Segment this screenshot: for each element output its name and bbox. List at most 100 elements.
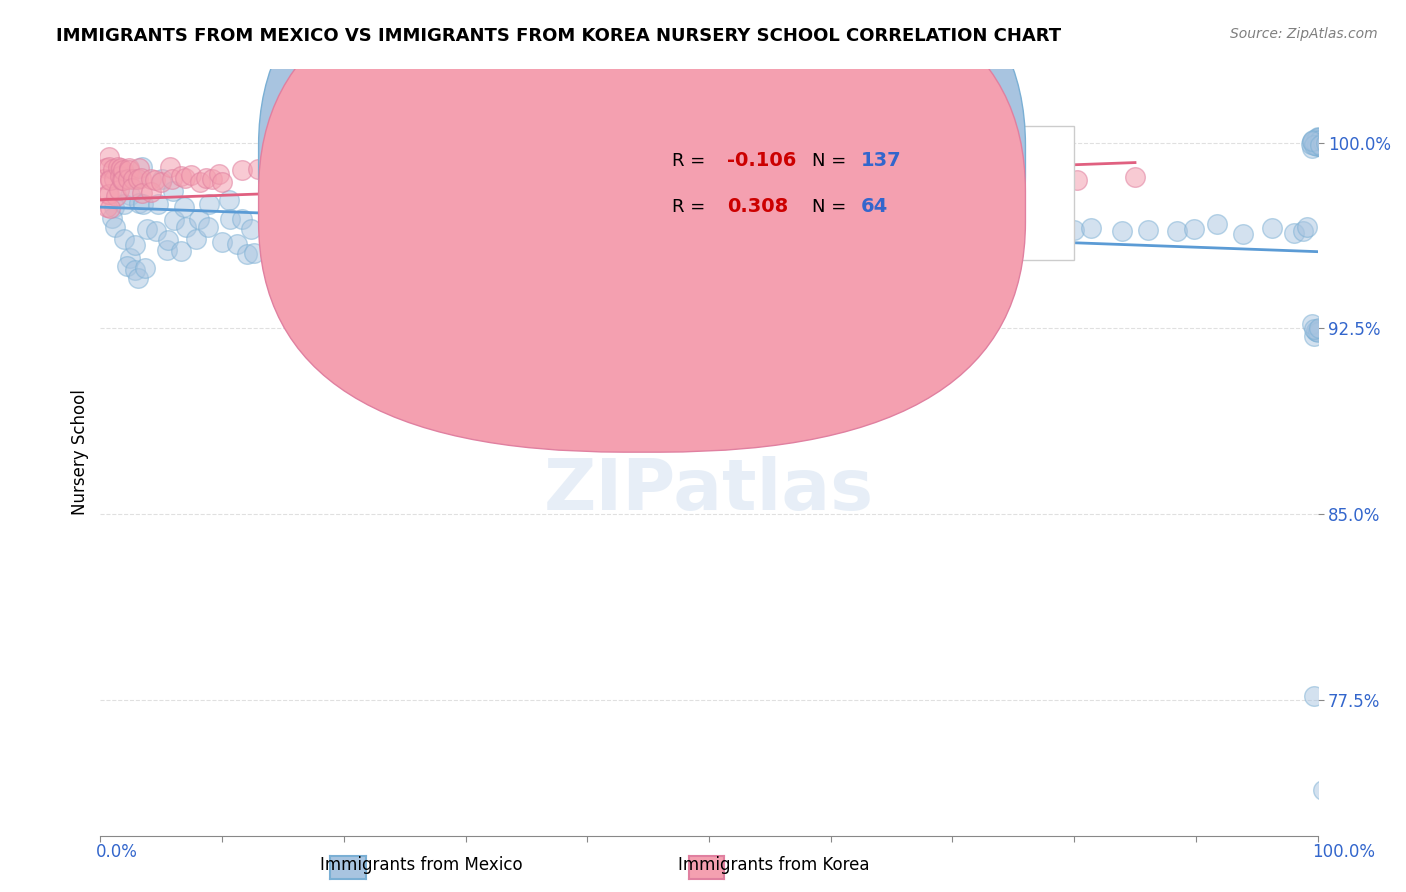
Point — [112, 197, 135, 211]
Point — [1306, 322, 1329, 336]
Point — [799, 219, 821, 234]
Point — [359, 172, 381, 186]
Point — [1292, 223, 1315, 237]
Point — [1301, 135, 1323, 149]
Point — [162, 213, 184, 227]
Point — [1306, 130, 1329, 145]
Point — [1312, 135, 1334, 149]
Point — [1305, 324, 1327, 338]
Point — [1306, 136, 1329, 150]
Point — [174, 220, 197, 235]
Point — [101, 161, 124, 176]
Point — [1310, 138, 1333, 153]
Point — [605, 221, 627, 235]
Point — [157, 233, 180, 247]
Point — [1303, 329, 1326, 343]
Text: 0.0%: 0.0% — [96, 843, 138, 861]
Point — [127, 270, 149, 285]
Point — [101, 211, 124, 225]
Point — [118, 162, 141, 177]
Point — [946, 212, 969, 227]
Point — [879, 174, 901, 188]
Point — [506, 220, 529, 235]
Point — [427, 225, 450, 239]
Point — [93, 172, 115, 186]
Point — [1305, 325, 1327, 339]
Point — [284, 223, 307, 237]
FancyBboxPatch shape — [259, 0, 1025, 452]
Point — [1302, 322, 1324, 336]
Point — [751, 221, 773, 235]
Point — [1308, 137, 1330, 152]
Point — [117, 172, 139, 186]
Point — [273, 256, 295, 270]
Point — [96, 200, 118, 214]
Point — [1306, 134, 1329, 148]
Text: 64: 64 — [860, 197, 889, 216]
Point — [105, 189, 128, 203]
Text: Immigrants from Korea: Immigrants from Korea — [678, 855, 869, 873]
Point — [956, 221, 979, 235]
Point — [180, 168, 202, 182]
Point — [122, 171, 145, 186]
Point — [308, 174, 330, 188]
Point — [942, 177, 965, 191]
Point — [1306, 130, 1329, 145]
Point — [197, 220, 219, 235]
Point — [98, 150, 121, 164]
Point — [1063, 223, 1085, 237]
Text: N =: N = — [813, 152, 852, 169]
Point — [159, 161, 181, 175]
Point — [363, 220, 385, 235]
Point — [184, 232, 207, 246]
Point — [770, 219, 793, 234]
Point — [112, 163, 135, 178]
Point — [1308, 136, 1330, 150]
Point — [404, 235, 426, 249]
Point — [110, 161, 132, 175]
Point — [1001, 169, 1024, 184]
Point — [1137, 223, 1160, 237]
Point — [124, 172, 146, 186]
Point — [869, 221, 891, 235]
Text: -0.106: -0.106 — [727, 151, 797, 170]
Point — [174, 170, 197, 185]
Point — [898, 221, 921, 235]
Point — [274, 222, 297, 236]
Point — [246, 161, 269, 176]
Point — [841, 225, 863, 239]
Point — [98, 173, 121, 187]
Point — [1182, 222, 1205, 236]
Point — [98, 186, 121, 201]
Point — [190, 175, 212, 189]
Point — [993, 219, 1015, 234]
Point — [1301, 141, 1323, 155]
Point — [98, 201, 121, 215]
Point — [330, 225, 353, 239]
FancyBboxPatch shape — [588, 126, 1074, 260]
Point — [242, 246, 264, 260]
Point — [1312, 782, 1334, 797]
Point — [725, 221, 748, 235]
Point — [211, 235, 233, 250]
Point — [1303, 137, 1326, 152]
Point — [108, 169, 131, 184]
Point — [201, 172, 224, 186]
Point — [226, 237, 249, 252]
Point — [820, 169, 842, 184]
Point — [97, 160, 120, 174]
Text: 137: 137 — [860, 151, 901, 170]
Point — [97, 186, 120, 201]
Point — [132, 197, 155, 211]
Point — [699, 176, 721, 190]
Point — [155, 243, 177, 257]
Point — [236, 247, 259, 261]
Point — [1308, 321, 1330, 335]
Point — [108, 183, 131, 197]
Point — [194, 170, 217, 185]
Point — [1306, 137, 1329, 152]
Point — [136, 221, 159, 235]
Point — [1066, 173, 1088, 187]
Point — [295, 227, 318, 242]
Point — [112, 231, 135, 245]
